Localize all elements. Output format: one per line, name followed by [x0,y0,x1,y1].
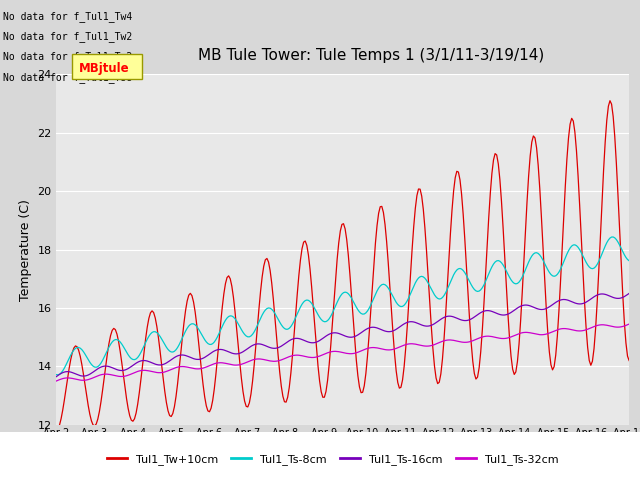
Tul1_Ts-8cm [225,313,232,319]
Tul1_Ts-8cm [244,334,252,340]
Tul1_Ts-32cm [593,323,601,328]
Text: No data for f_Tul1_Ts2: No data for f_Tul1_Ts2 [3,51,132,62]
Tul1_Ts-32cm [123,373,131,379]
Tul1_Ts-16cm [593,292,601,298]
Tul1_Ts-8cm [54,372,61,378]
Tul1_Ts-32cm [303,354,310,360]
Tul1_Ts-16cm [123,367,131,372]
Tul1_Ts-32cm [625,321,633,327]
Tul1_Tw+10cm [606,98,614,104]
Tul1_Ts-8cm [305,298,312,303]
Y-axis label: Temperature (C): Temperature (C) [19,199,31,300]
Tul1_Tw+10cm [52,428,60,433]
Legend: Tul1_Tw+10cm, Tul1_Ts-8cm, Tul1_Ts-16cm, Tul1_Ts-32cm: Tul1_Tw+10cm, Tul1_Ts-8cm, Tul1_Ts-16cm,… [102,450,563,469]
Text: No data for f_Tul1_Tw2: No data for f_Tul1_Tw2 [3,31,132,42]
Tul1_Ts-8cm [52,372,60,377]
Tul1_Tw+10cm [123,396,131,401]
Tul1_Ts-16cm [52,374,60,380]
Line: Tul1_Ts-32cm: Tul1_Ts-32cm [56,324,629,381]
Tul1_Ts-32cm [243,360,250,365]
Text: No data for f_Tul1_Tw4: No data for f_Tul1_Tw4 [3,11,132,22]
Text: MBjtule: MBjtule [79,62,129,75]
X-axis label: Time: Time [327,443,358,456]
Tul1_Ts-16cm [252,341,260,347]
Tul1_Ts-8cm [595,258,603,264]
Tul1_Ts-8cm [253,323,261,328]
Tul1_Tw+10cm [303,242,310,248]
Tul1_Ts-16cm [625,290,633,296]
Tul1_Ts-32cm [223,361,231,367]
Tul1_Tw+10cm [625,358,633,363]
Line: Tul1_Ts-16cm: Tul1_Ts-16cm [56,293,629,377]
Tul1_Ts-16cm [243,347,250,352]
Tul1_Ts-32cm [252,356,260,362]
Tul1_Tw+10cm [252,344,260,350]
Title: MB Tule Tower: Tule Temps 1 (3/1/11-3/19/14): MB Tule Tower: Tule Temps 1 (3/1/11-3/19… [198,48,545,63]
Tul1_Ts-8cm [625,258,633,264]
Tul1_Ts-8cm [609,234,617,240]
Tul1_Ts-16cm [223,348,231,354]
Line: Tul1_Ts-8cm: Tul1_Ts-8cm [56,237,629,375]
Text: No data for f_Tul1_Ts8: No data for f_Tul1_Ts8 [3,72,132,83]
Line: Tul1_Tw+10cm: Tul1_Tw+10cm [56,101,629,431]
Tul1_Tw+10cm [593,299,601,304]
Tul1_Ts-16cm [303,338,310,344]
Tul1_Ts-32cm [52,378,60,384]
Tul1_Tw+10cm [223,275,231,280]
Tul1_Ts-8cm [124,352,132,358]
Tul1_Tw+10cm [243,404,250,409]
